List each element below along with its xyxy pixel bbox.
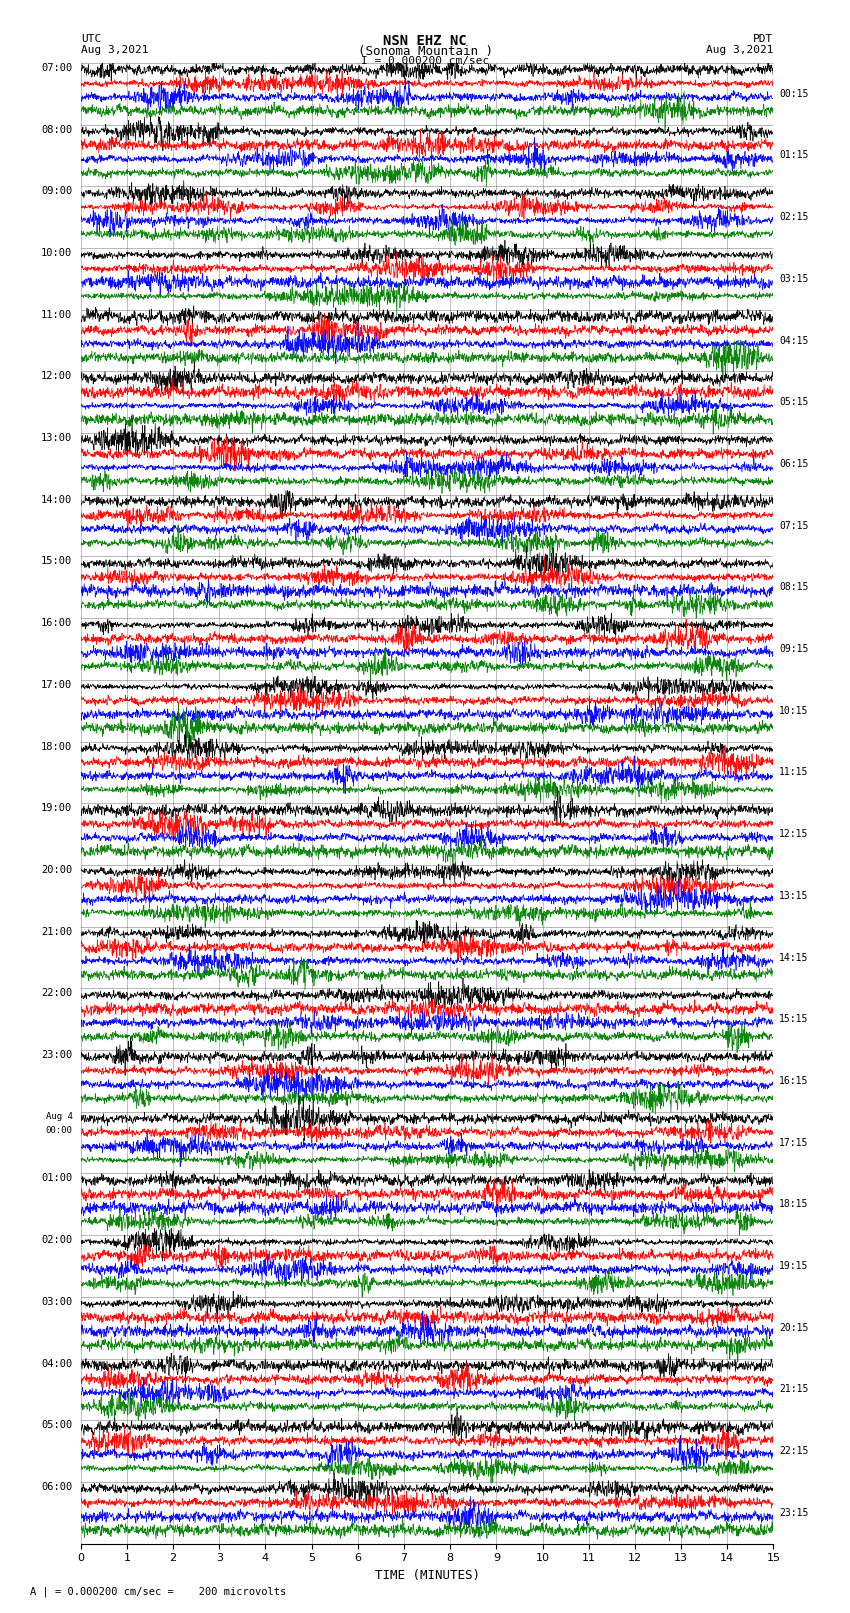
Text: Aug 3,2021: Aug 3,2021	[81, 45, 148, 55]
Text: UTC: UTC	[81, 34, 101, 44]
Text: 06:00: 06:00	[41, 1482, 72, 1492]
Text: 12:00: 12:00	[41, 371, 72, 381]
Text: I = 0.000200 cm/sec: I = 0.000200 cm/sec	[361, 56, 489, 66]
Text: 12:15: 12:15	[779, 829, 808, 839]
Text: 17:15: 17:15	[779, 1137, 808, 1147]
Text: 19:00: 19:00	[41, 803, 72, 813]
Text: 11:15: 11:15	[779, 768, 808, 777]
Text: 04:00: 04:00	[41, 1358, 72, 1368]
Text: A | = 0.000200 cm/sec =    200 microvolts: A | = 0.000200 cm/sec = 200 microvolts	[30, 1586, 286, 1597]
Text: 22:00: 22:00	[41, 989, 72, 998]
Text: Aug 4: Aug 4	[46, 1111, 72, 1121]
Text: 05:15: 05:15	[779, 397, 808, 406]
Text: 08:15: 08:15	[779, 582, 808, 592]
Text: PDT: PDT	[753, 34, 774, 44]
Text: 16:15: 16:15	[779, 1076, 808, 1086]
Text: 02:00: 02:00	[41, 1236, 72, 1245]
Text: 01:15: 01:15	[779, 150, 808, 160]
Text: 13:00: 13:00	[41, 434, 72, 444]
Text: 09:00: 09:00	[41, 187, 72, 197]
Text: 09:15: 09:15	[779, 644, 808, 653]
Text: 15:15: 15:15	[779, 1015, 808, 1024]
Text: 08:00: 08:00	[41, 124, 72, 134]
Text: 23:15: 23:15	[779, 1508, 808, 1518]
Text: 14:15: 14:15	[779, 953, 808, 963]
Text: 03:15: 03:15	[779, 274, 808, 284]
Text: 16:00: 16:00	[41, 618, 72, 627]
X-axis label: TIME (MINUTES): TIME (MINUTES)	[375, 1569, 479, 1582]
Text: 10:00: 10:00	[41, 248, 72, 258]
Text: (Sonoma Mountain ): (Sonoma Mountain )	[358, 45, 492, 58]
Text: 22:15: 22:15	[779, 1447, 808, 1457]
Text: 01:00: 01:00	[41, 1174, 72, 1184]
Text: 18:15: 18:15	[779, 1200, 808, 1210]
Text: 13:15: 13:15	[779, 890, 808, 900]
Text: 02:15: 02:15	[779, 213, 808, 223]
Text: 04:15: 04:15	[779, 336, 808, 345]
Text: 11:00: 11:00	[41, 310, 72, 319]
Text: 03:00: 03:00	[41, 1297, 72, 1307]
Text: 07:00: 07:00	[41, 63, 72, 73]
Text: 14:00: 14:00	[41, 495, 72, 505]
Text: 21:15: 21:15	[779, 1384, 808, 1394]
Text: 00:00: 00:00	[46, 1116, 72, 1136]
Text: NSN EHZ NC: NSN EHZ NC	[383, 34, 467, 48]
Text: 06:15: 06:15	[779, 460, 808, 469]
Text: 05:00: 05:00	[41, 1421, 72, 1431]
Text: Aug 3,2021: Aug 3,2021	[706, 45, 774, 55]
Text: 17:00: 17:00	[41, 679, 72, 690]
Text: 15:00: 15:00	[41, 556, 72, 566]
Text: 20:00: 20:00	[41, 865, 72, 874]
Text: 00:15: 00:15	[779, 89, 808, 98]
Text: 18:00: 18:00	[41, 742, 72, 752]
Text: 19:15: 19:15	[779, 1261, 808, 1271]
Text: 23:00: 23:00	[41, 1050, 72, 1060]
Text: 10:15: 10:15	[779, 706, 808, 716]
Text: 07:15: 07:15	[779, 521, 808, 531]
Text: 21:00: 21:00	[41, 926, 72, 937]
Text: 20:15: 20:15	[779, 1323, 808, 1332]
